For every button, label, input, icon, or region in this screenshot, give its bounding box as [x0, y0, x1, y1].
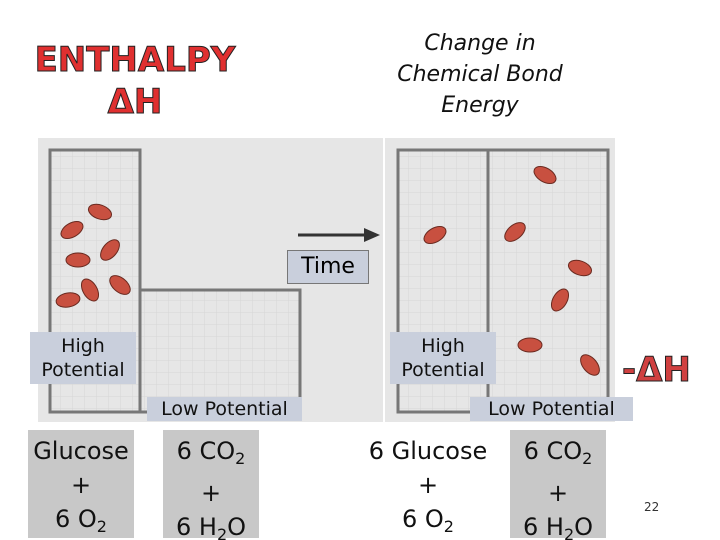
time-label: Time — [287, 250, 369, 284]
formula-line: 6 H2O — [510, 510, 606, 540]
formula-line: 6 Glucose — [360, 434, 496, 468]
subscript: 2 — [582, 449, 593, 468]
caption: Change in Chemical Bond Energy — [360, 28, 600, 121]
time-arrow — [298, 228, 380, 242]
formula-text: O — [574, 513, 594, 540]
formula-line: + — [510, 476, 606, 510]
caption-line: Chemical Bond — [397, 62, 563, 87]
reactants-box: Glucose +6 O2 — [28, 430, 134, 538]
products-box: 6 CO2 +6 H2O — [510, 430, 606, 540]
formula-text: 6 O — [402, 505, 444, 533]
formula-text: 6 H — [522, 513, 564, 540]
subscript: 2 — [96, 517, 107, 536]
formula-line: 6 CO2 — [163, 434, 259, 476]
formula-text: + — [70, 471, 92, 499]
caption-line: Change in — [424, 31, 536, 56]
formula-line: 6 O2 — [360, 502, 496, 540]
delta-h: -ΔH — [622, 350, 692, 391]
subscript: 2 — [235, 449, 246, 468]
subscript: 2 — [216, 525, 228, 540]
caption-line: Energy — [441, 93, 519, 118]
high-potential-label: High Potential — [30, 332, 136, 384]
formula-text: 6 Glucose — [368, 437, 488, 465]
low-potential-label: Low Potential — [147, 397, 302, 421]
formula-line: 6 O2 — [28, 502, 134, 540]
high-potential-label: High Potential — [390, 332, 496, 384]
formula-line: + — [163, 476, 259, 510]
subscript: 2 — [443, 517, 454, 536]
formula-line: + — [28, 468, 134, 502]
page-number: 22 — [644, 500, 660, 514]
low-potential-label: Low Potential — [470, 397, 633, 421]
formula-text: Glucose — [33, 437, 129, 465]
title-symbol: ΔH — [107, 82, 163, 123]
formula-text: 6 H — [175, 513, 217, 540]
formula-line: 6 H2O — [163, 510, 259, 540]
formula-text: 6 O — [55, 505, 97, 533]
formula-text: + — [547, 479, 569, 507]
formula-line: Glucose — [28, 434, 134, 468]
formula-text: 6 CO — [523, 437, 583, 465]
formula-text: 6 CO — [176, 437, 236, 465]
formula-line: 6 CO2 — [510, 434, 606, 476]
products-box: 6 CO2 +6 H2O — [163, 430, 259, 540]
formula-text: + — [417, 471, 439, 499]
title: ENTHALPY — [34, 40, 236, 81]
formula-text: + — [200, 479, 222, 507]
subscript: 2 — [563, 525, 575, 540]
formula-line: + — [360, 468, 496, 502]
formula-text: O — [227, 513, 247, 540]
reactants-box: 6 Glucose +6 O2 — [360, 430, 496, 538]
